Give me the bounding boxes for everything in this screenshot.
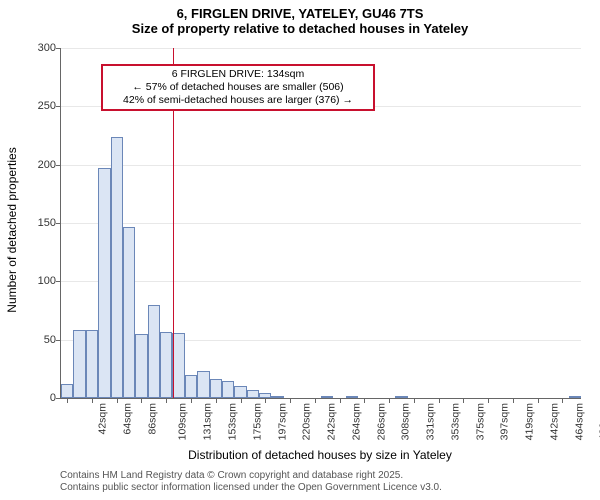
x-tick-mark	[463, 398, 464, 403]
x-tick-label: 353sqm	[449, 403, 461, 440]
y-tick-label: 300	[26, 42, 56, 54]
footer-line2: Contains public sector information licen…	[60, 482, 442, 494]
x-tick-label: 242sqm	[325, 403, 337, 440]
x-tick-label: 175sqm	[251, 403, 263, 440]
histogram-bar	[86, 330, 98, 398]
histogram-bar	[247, 390, 259, 398]
histogram-bar	[98, 168, 110, 398]
histogram-bar	[395, 396, 407, 398]
x-tick-mark	[488, 398, 489, 403]
x-tick-mark	[290, 398, 291, 403]
footer-line1: Contains HM Land Registry data © Crown c…	[60, 470, 442, 482]
x-tick-mark	[439, 398, 440, 403]
x-tick-label: 464sqm	[573, 403, 585, 440]
y-tick-label: 150	[26, 217, 56, 229]
x-tick-mark	[92, 398, 93, 403]
y-tick-mark	[56, 165, 61, 166]
histogram-bar	[222, 381, 234, 399]
y-tick-mark	[56, 398, 61, 399]
x-tick-mark	[141, 398, 142, 403]
x-tick-label: 397sqm	[499, 403, 511, 440]
chart-title-line2: Size of property relative to detached ho…	[0, 21, 600, 36]
annotation-line: 42% of semi-detached houses are larger (…	[109, 94, 367, 107]
grid-line	[61, 223, 581, 224]
x-tick-mark	[389, 398, 390, 403]
histogram-bar	[197, 371, 209, 398]
x-tick-label: 375sqm	[474, 403, 486, 440]
x-tick-label: 419sqm	[524, 403, 536, 440]
x-tick-label: 109sqm	[177, 403, 189, 440]
x-tick-mark	[67, 398, 68, 403]
histogram-bar	[148, 305, 160, 398]
y-tick-mark	[56, 281, 61, 282]
histogram-bar	[569, 396, 581, 398]
grid-line	[61, 48, 581, 49]
x-tick-label: 286sqm	[375, 403, 387, 440]
annotation-line: 6 FIRGLEN DRIVE: 134sqm	[109, 68, 367, 81]
grid-line	[61, 165, 581, 166]
grid-line	[61, 281, 581, 282]
x-tick-label: 264sqm	[350, 403, 362, 440]
y-tick-label: 200	[26, 159, 56, 171]
annotation-box: 6 FIRGLEN DRIVE: 134sqm← 57% of detached…	[101, 64, 375, 111]
x-tick-mark	[562, 398, 563, 403]
x-tick-mark	[241, 398, 242, 403]
x-tick-label: 153sqm	[226, 403, 238, 440]
x-axis-label: Distribution of detached houses by size …	[60, 448, 580, 462]
x-tick-mark	[166, 398, 167, 403]
histogram-bar	[321, 396, 333, 398]
x-tick-mark	[513, 398, 514, 403]
y-tick-mark	[56, 223, 61, 224]
chart-title-line1: 6, FIRGLEN DRIVE, YATELEY, GU46 7TS	[0, 6, 600, 21]
histogram-bar	[73, 330, 85, 398]
x-tick-label: 131sqm	[202, 403, 214, 440]
histogram-bar	[271, 396, 283, 398]
chart-area: 05010015020025030042sqm64sqm86sqm109sqm1…	[60, 48, 580, 398]
histogram-bar	[160, 332, 172, 399]
x-tick-mark	[216, 398, 217, 403]
x-tick-mark	[538, 398, 539, 403]
x-tick-label: 220sqm	[301, 403, 313, 440]
y-tick-label: 100	[26, 275, 56, 287]
x-tick-label: 197sqm	[276, 403, 288, 440]
y-tick-mark	[56, 48, 61, 49]
histogram-bar	[346, 396, 358, 398]
plot: 05010015020025030042sqm64sqm86sqm109sqm1…	[60, 48, 581, 399]
x-tick-mark	[364, 398, 365, 403]
x-tick-mark	[315, 398, 316, 403]
histogram-bar	[111, 137, 123, 398]
histogram-bar	[185, 375, 197, 398]
histogram-bar	[234, 386, 246, 398]
x-tick-mark	[117, 398, 118, 403]
footer-attribution: Contains HM Land Registry data © Crown c…	[60, 470, 442, 494]
histogram-bar	[172, 333, 184, 398]
x-tick-mark	[340, 398, 341, 403]
y-tick-label: 250	[26, 100, 56, 112]
x-tick-label: 64sqm	[121, 403, 133, 435]
x-tick-label: 42sqm	[97, 403, 109, 435]
y-tick-mark	[56, 340, 61, 341]
y-tick-label: 50	[26, 334, 56, 346]
x-tick-label: 308sqm	[400, 403, 412, 440]
y-tick-mark	[56, 106, 61, 107]
histogram-bar	[61, 384, 73, 398]
x-tick-mark	[414, 398, 415, 403]
x-tick-mark	[191, 398, 192, 403]
histogram-bar	[123, 227, 135, 399]
x-tick-label: 442sqm	[548, 403, 560, 440]
histogram-bar	[135, 334, 147, 398]
annotation-line: ← 57% of detached houses are smaller (50…	[109, 81, 367, 94]
x-tick-label: 331sqm	[424, 403, 436, 440]
x-tick-mark	[265, 398, 266, 403]
y-tick-label: 0	[26, 392, 56, 404]
x-tick-label: 86sqm	[146, 403, 158, 435]
histogram-bar	[210, 379, 222, 398]
